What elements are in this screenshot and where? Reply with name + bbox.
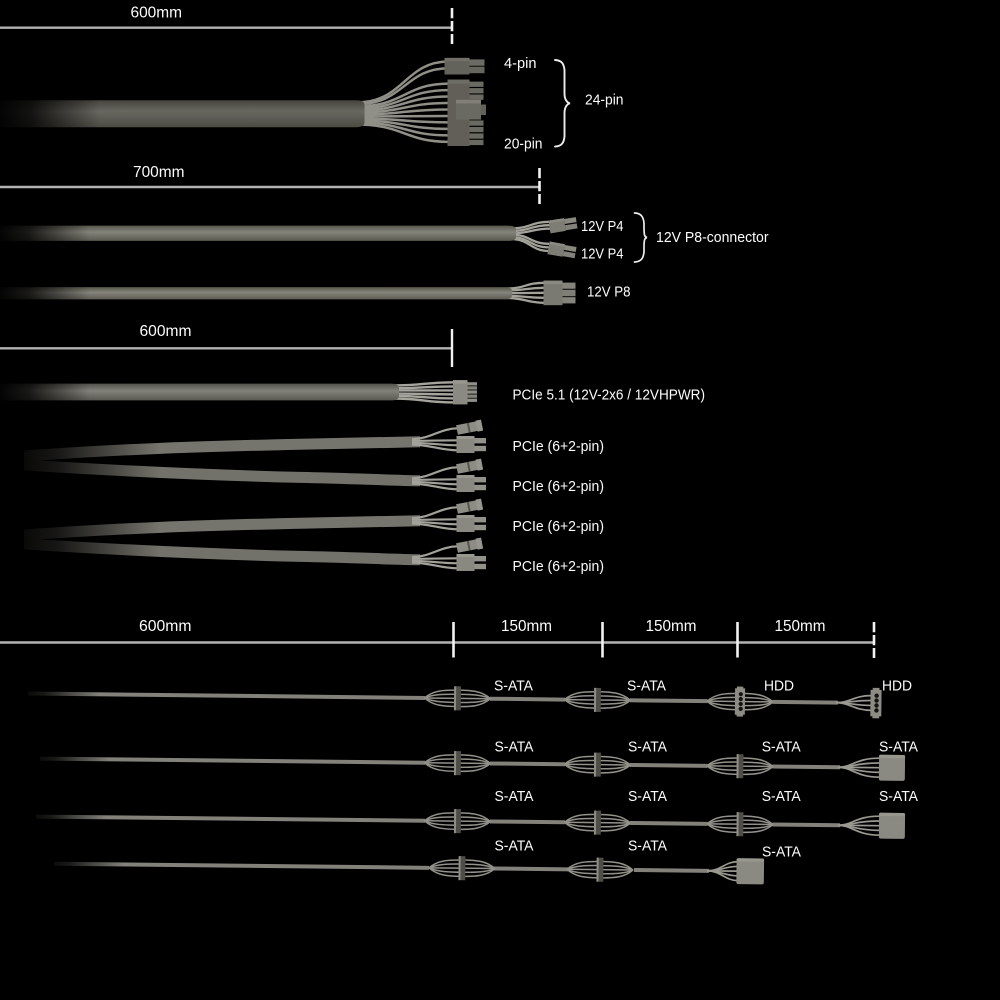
svg-text:12V P4: 12V P4 xyxy=(581,247,624,263)
svg-text:HDD: HDD xyxy=(764,679,794,695)
svg-text:600mm: 600mm xyxy=(131,5,183,22)
svg-text:12V P4: 12V P4 xyxy=(581,219,624,235)
svg-text:S-ATA: S-ATA xyxy=(879,789,918,805)
svg-text:S-ATA: S-ATA xyxy=(762,789,801,805)
svg-text:S-ATA: S-ATA xyxy=(495,789,534,805)
svg-text:S-ATA: S-ATA xyxy=(879,739,918,755)
svg-text:150mm: 150mm xyxy=(775,618,826,635)
svg-text:S-ATA: S-ATA xyxy=(628,739,667,755)
svg-text:S-ATA: S-ATA xyxy=(494,679,533,695)
svg-text:600mm: 600mm xyxy=(139,618,192,635)
svg-text:20-pin: 20-pin xyxy=(504,136,543,152)
svg-text:600mm: 600mm xyxy=(140,323,192,340)
svg-text:HDD: HDD xyxy=(882,679,912,695)
svg-text:24-pin: 24-pin xyxy=(585,93,624,109)
svg-text:700mm: 700mm xyxy=(133,164,185,181)
svg-text:12V P8-connector: 12V P8-connector xyxy=(656,230,769,246)
svg-text:PCIe 5.1 (12V-2x6 / 12VHPWR): PCIe 5.1 (12V-2x6 / 12VHPWR) xyxy=(513,388,706,404)
svg-text:150mm: 150mm xyxy=(501,618,552,635)
svg-text:4-pin: 4-pin xyxy=(504,56,537,72)
svg-text:PCIe (6+2-pin): PCIe (6+2-pin) xyxy=(513,519,605,535)
svg-text:150mm: 150mm xyxy=(646,618,697,635)
svg-text:S-ATA: S-ATA xyxy=(628,838,667,854)
svg-text:S-ATA: S-ATA xyxy=(495,739,534,755)
svg-text:S-ATA: S-ATA xyxy=(762,844,801,860)
svg-text:PCIe (6+2-pin): PCIe (6+2-pin) xyxy=(513,439,605,455)
svg-text:S-ATA: S-ATA xyxy=(495,838,534,854)
svg-text:12V P8: 12V P8 xyxy=(587,285,631,301)
svg-text:PCIe (6+2-pin): PCIe (6+2-pin) xyxy=(513,559,605,575)
svg-text:S-ATA: S-ATA xyxy=(627,679,666,695)
svg-text:S-ATA: S-ATA xyxy=(762,739,801,755)
svg-text:PCIe (6+2-pin): PCIe (6+2-pin) xyxy=(513,479,605,495)
svg-text:S-ATA: S-ATA xyxy=(628,789,667,805)
